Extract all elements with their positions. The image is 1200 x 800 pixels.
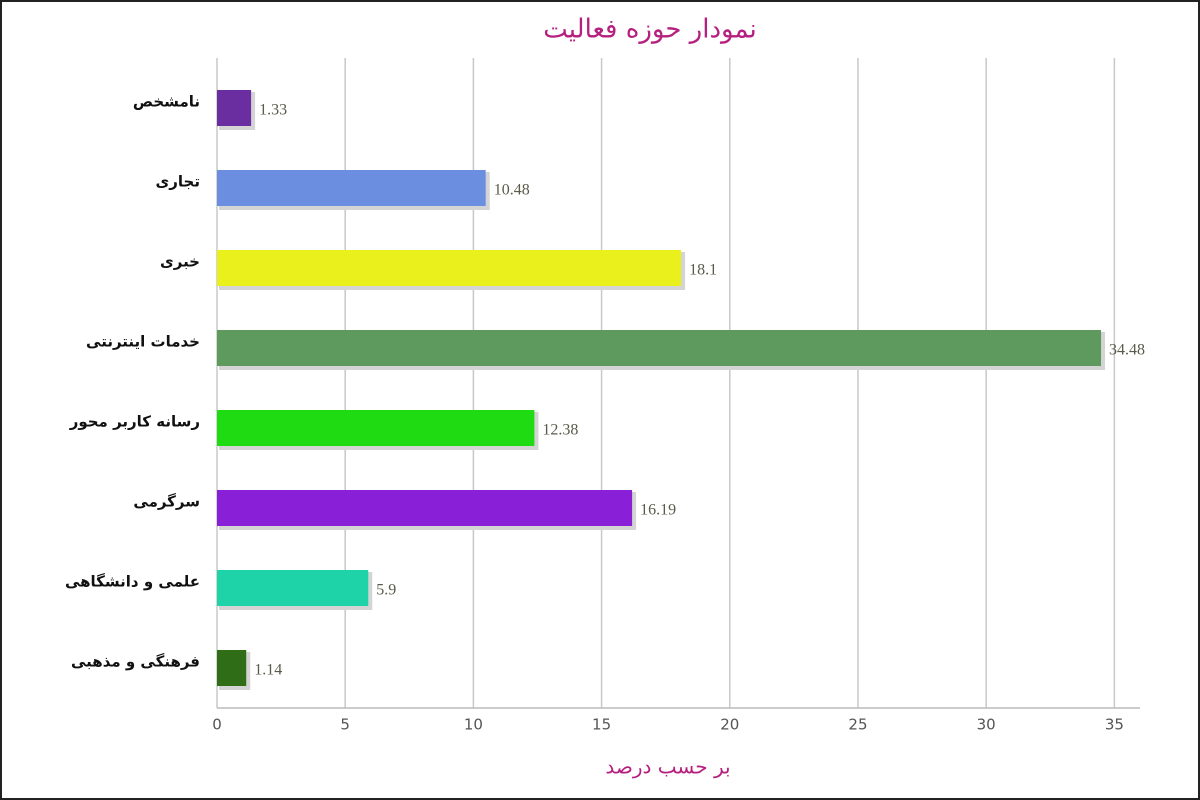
bar — [217, 170, 486, 206]
y-tick-label: سرگرمی — [133, 493, 200, 511]
chart-title: نمودار حوزه فعالیت — [543, 15, 756, 45]
y-tick-label: خدمات اینترنتی — [86, 333, 200, 351]
x-tick-label: 30 — [977, 716, 996, 734]
y-tick-label: رسانه کاربر محور — [69, 413, 200, 431]
value-label: 1.14 — [254, 662, 282, 679]
bar — [217, 330, 1102, 366]
y-tick-label: تجاری — [156, 173, 200, 191]
y-tick-label: فرهنگی و مذهبی — [71, 653, 200, 671]
bar — [217, 410, 535, 446]
x-tick-label: 35 — [1105, 716, 1124, 734]
bar — [217, 570, 369, 606]
x-tick-label: 0 — [212, 716, 222, 734]
value-label: 1.33 — [259, 102, 287, 119]
bar — [217, 490, 633, 526]
value-label: 34.48 — [1109, 342, 1145, 359]
y-tick-label: نامشخص — [133, 93, 200, 111]
x-tick-label: 5 — [340, 716, 350, 734]
value-label: 18.1 — [689, 262, 717, 279]
bar — [217, 650, 247, 686]
value-label: 16.19 — [640, 502, 676, 519]
x-tick-label: 20 — [720, 716, 739, 734]
value-label: 5.9 — [376, 582, 396, 599]
y-tick-label: علمی و دانشگاهی — [65, 573, 200, 591]
x-tick-label: 15 — [592, 716, 611, 734]
bar — [217, 90, 252, 126]
bar — [217, 250, 682, 286]
value-label: 10.48 — [494, 182, 530, 199]
x-tick-label: 10 — [464, 716, 483, 734]
x-axis-label: بر حسب درصد — [605, 755, 730, 779]
y-tick-label: خبری — [160, 253, 200, 271]
x-tick-label: 25 — [848, 716, 867, 734]
value-label: 12.38 — [542, 422, 578, 439]
